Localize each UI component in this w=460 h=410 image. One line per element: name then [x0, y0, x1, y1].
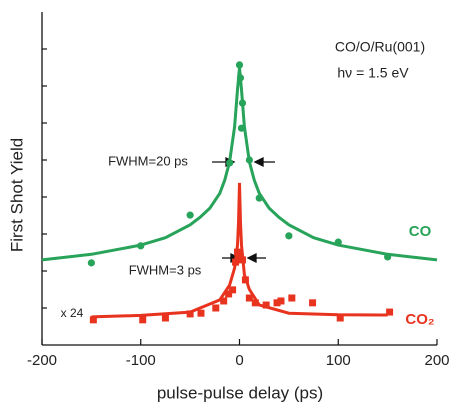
- point: [386, 308, 394, 316]
- arrow-head: [246, 252, 257, 264]
- point: [288, 294, 296, 302]
- series-label: CO: [409, 223, 432, 240]
- point: [212, 304, 220, 312]
- arrow-head: [253, 156, 264, 168]
- point: [277, 297, 285, 305]
- point: [232, 258, 240, 266]
- x-tick-label: 200: [424, 352, 449, 369]
- point: [220, 297, 228, 305]
- point: [238, 256, 246, 264]
- point: [285, 232, 293, 240]
- x-tick-label: -200: [27, 352, 57, 369]
- point: [262, 301, 270, 309]
- annotation: hν = 1.5 eV: [337, 65, 409, 81]
- point: [235, 61, 244, 69]
- series-label: CO₂: [405, 311, 434, 328]
- annotation: CO/O/Ru(001): [335, 39, 425, 55]
- annotation: x 24: [61, 306, 84, 320]
- annotation: FWHM=20 ps: [108, 153, 188, 168]
- point: [273, 299, 281, 307]
- annotation: FWHM=3 ps: [129, 262, 202, 277]
- x-tick-label: -100: [126, 352, 156, 369]
- point: [237, 124, 246, 132]
- point: [334, 238, 342, 246]
- point: [309, 299, 317, 307]
- point: [89, 316, 97, 324]
- point: [251, 299, 259, 307]
- point: [229, 286, 237, 294]
- point: [161, 314, 169, 322]
- point: [336, 314, 344, 322]
- x-axis-label: pulse-pulse delay (ps): [157, 383, 323, 402]
- point: [137, 242, 145, 250]
- point: [384, 253, 392, 261]
- x-tick-label: 100: [326, 352, 351, 369]
- y-axis-label: First Shot Yield: [7, 138, 26, 252]
- point: [226, 159, 234, 167]
- point: [186, 310, 194, 318]
- x-tick-label: 0: [235, 352, 243, 369]
- point: [234, 248, 242, 256]
- point: [87, 259, 95, 267]
- point: [245, 156, 253, 164]
- point: [241, 276, 249, 284]
- point: [255, 194, 263, 202]
- point: [225, 290, 233, 298]
- point: [139, 316, 147, 324]
- point: [186, 211, 194, 219]
- point: [236, 74, 245, 82]
- point: [245, 294, 253, 302]
- fwhm-arrows: [212, 156, 275, 264]
- point: [238, 99, 247, 107]
- point: [197, 309, 205, 317]
